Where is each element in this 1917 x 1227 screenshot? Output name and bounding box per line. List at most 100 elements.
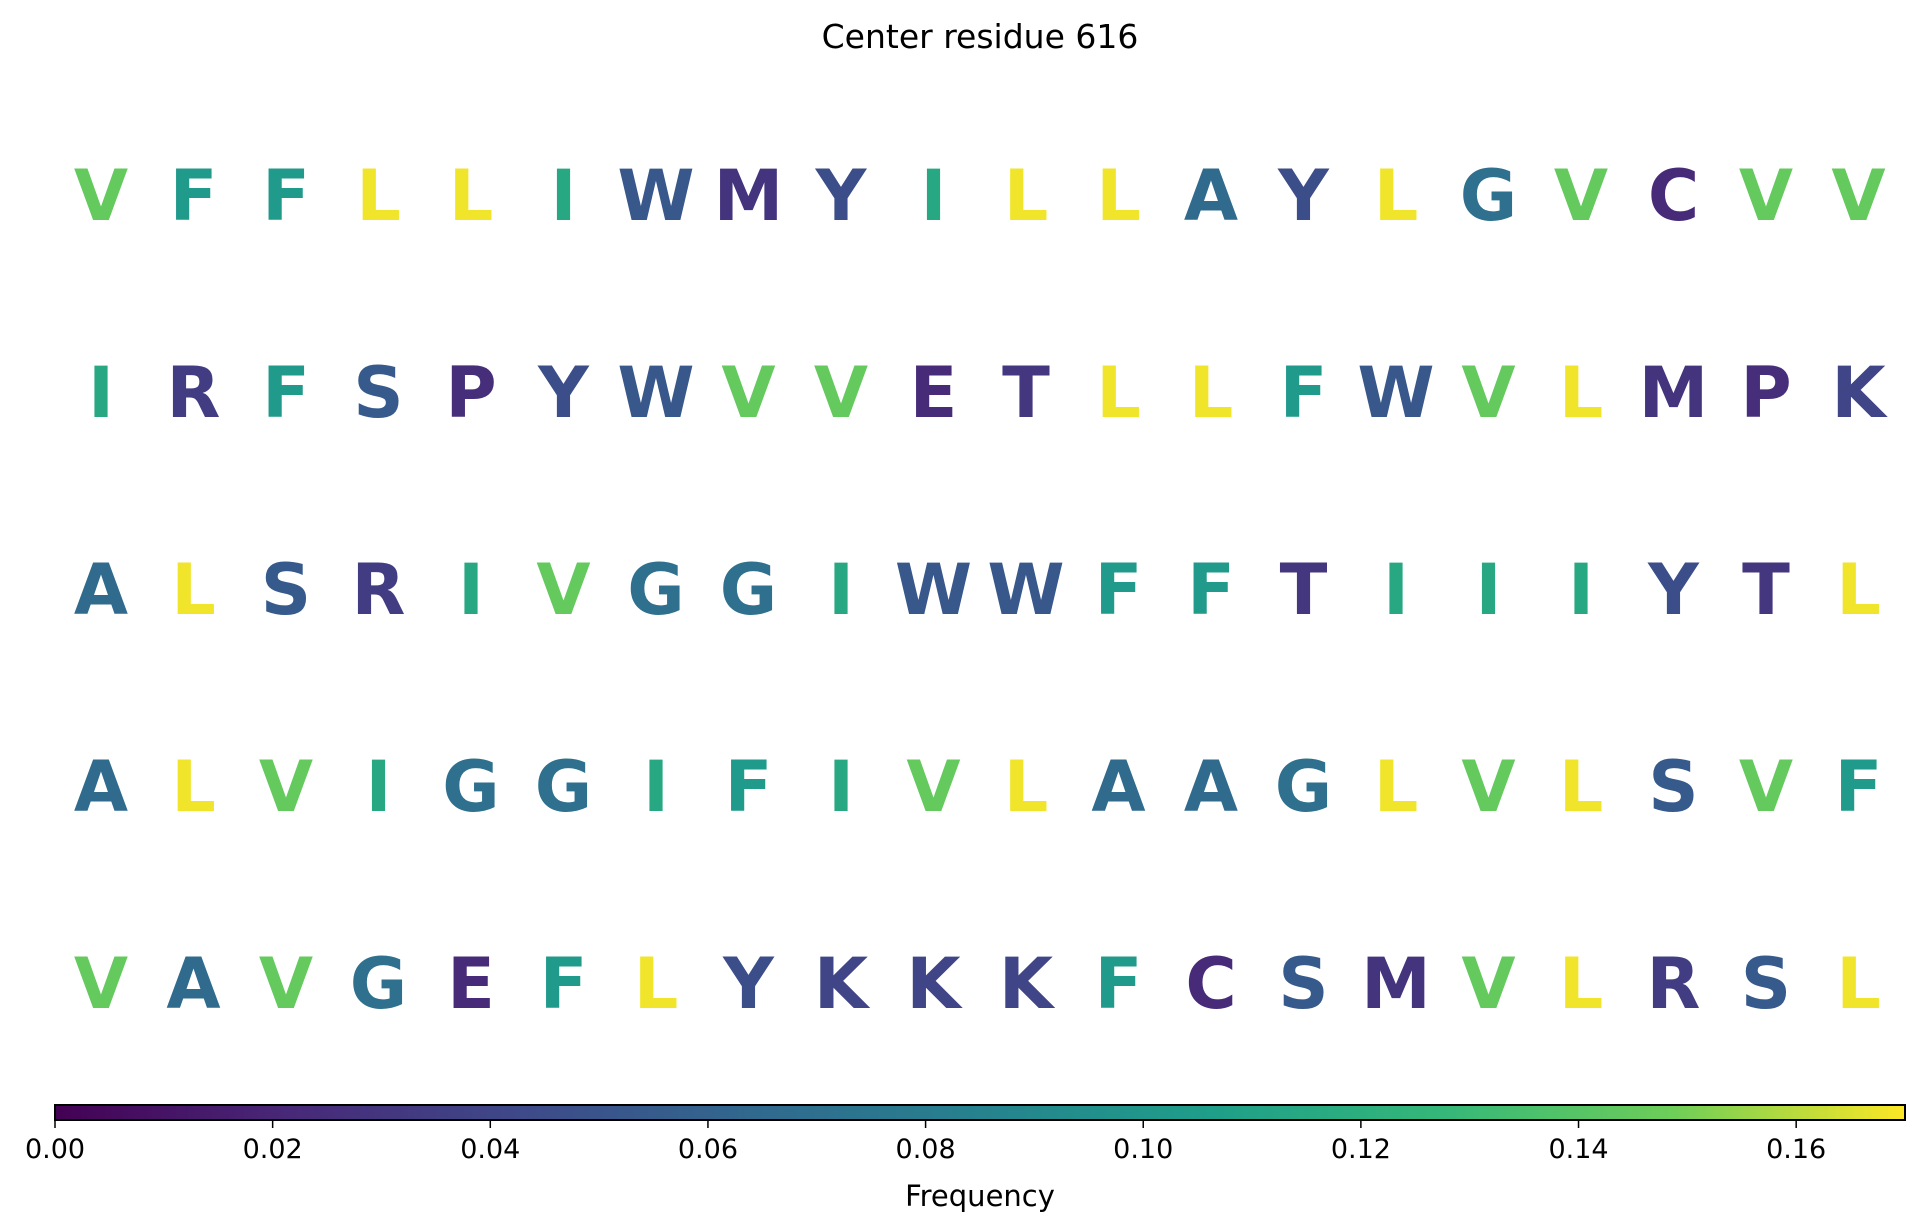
residue-letter: A: [1184, 746, 1238, 828]
residue-letter: L: [1004, 746, 1049, 828]
residue-letter: Y: [722, 943, 775, 1025]
residue-letter: K: [999, 943, 1056, 1025]
residue-letter: L: [1374, 155, 1419, 237]
residue-letter: I: [920, 155, 946, 237]
residue-letter: F: [725, 746, 773, 828]
residue-letter: E: [910, 352, 958, 434]
residue-letter: R: [167, 352, 221, 434]
residue-letter: V: [814, 352, 868, 434]
colorbar-tick-label: 0.10: [1113, 1134, 1173, 1165]
residue-letter: L: [1559, 352, 1604, 434]
residue-letter: S: [1648, 746, 1698, 828]
residue-letter: E: [447, 943, 495, 1025]
residue-letter: V: [536, 549, 590, 631]
residue-letter: V: [1739, 746, 1793, 828]
residue-letter: T: [1742, 549, 1790, 631]
residue-letter: Y: [1277, 155, 1330, 237]
residue-letter: F: [262, 155, 310, 237]
residue-letter: F: [1280, 352, 1328, 434]
residue-letter: V: [1461, 746, 1515, 828]
residue-letter: K: [906, 943, 963, 1025]
residue-letter: F: [540, 943, 588, 1025]
residue-letter: A: [1184, 155, 1238, 237]
residue-letter: I: [643, 746, 669, 828]
residue-letter: L: [1836, 943, 1881, 1025]
residue-letter: V: [74, 155, 128, 237]
residue-grid: V F F L L I W M Y I L L A Y L G V C V VI R F S P Y W V V E T L L F W V L M P K…: [74, 155, 1888, 1025]
residue-letter: L: [171, 549, 216, 631]
residue-letter: F: [170, 155, 218, 237]
residue-letter: G: [720, 549, 777, 631]
residue-letter: K: [814, 943, 871, 1025]
residue-letter: L: [1374, 746, 1419, 828]
residue-letter: S: [261, 549, 311, 631]
residue-letter: T: [1002, 352, 1050, 434]
residue-letter: V: [259, 943, 313, 1025]
residue-letter: L: [356, 155, 401, 237]
residue-letter: I: [1475, 549, 1501, 631]
residue-letter: F: [262, 352, 310, 434]
residue-letter: A: [74, 746, 128, 828]
residue-letter: V: [1461, 943, 1515, 1025]
residue-letter: A: [74, 549, 128, 631]
residue-letter: M: [1639, 352, 1709, 434]
residue-letter: A: [1091, 746, 1145, 828]
residue-letter: L: [1096, 155, 1141, 237]
residue-letter: V: [1739, 155, 1793, 237]
residue-letter: I: [1568, 549, 1594, 631]
residue-letter: L: [1096, 352, 1141, 434]
residue-letter: S: [353, 352, 403, 434]
residue-letter: W: [895, 549, 972, 631]
residue-letter: L: [171, 746, 216, 828]
residue-letter: G: [442, 746, 499, 828]
residue-letter: F: [1095, 943, 1143, 1025]
residue-letter: L: [449, 155, 494, 237]
colorbar-tick-label: 0.06: [678, 1134, 738, 1165]
residue-letter: V: [1554, 155, 1608, 237]
residue-letter: I: [828, 746, 854, 828]
colorbar-tick-label: 0.04: [460, 1134, 520, 1165]
colorbar-tick-label: 0.12: [1331, 1134, 1391, 1165]
residue-letter: W: [1357, 352, 1434, 434]
residue-letter: C: [1185, 943, 1236, 1025]
residue-letter: V: [259, 746, 313, 828]
residue-letter: F: [1187, 549, 1235, 631]
residue-letter: P: [1740, 352, 1791, 434]
residue-letter: F: [1835, 746, 1883, 828]
residue-letter: C: [1648, 155, 1699, 237]
residue-letter: T: [1280, 549, 1328, 631]
residue-letter: L: [1189, 352, 1234, 434]
residue-letter: W: [617, 155, 694, 237]
residue-letter: I: [458, 549, 484, 631]
residue-letter: R: [352, 549, 406, 631]
residue-letter: L: [634, 943, 679, 1025]
colorbar-tick-label: 0.14: [1548, 1134, 1608, 1165]
residue-letter: I: [365, 746, 391, 828]
colorbar-tick-label: 0.00: [25, 1134, 85, 1165]
residue-letter: G: [350, 943, 407, 1025]
residue-letter: R: [1647, 943, 1701, 1025]
residue-letter: F: [1095, 549, 1143, 631]
residue-letter: M: [714, 155, 784, 237]
residue-letter: G: [535, 746, 592, 828]
colorbar-tick-label: 0.08: [896, 1134, 956, 1165]
colorbar: [54, 1104, 1906, 1121]
colorbar-label: Frequency: [905, 1179, 1055, 1213]
residue-letter: L: [1559, 746, 1604, 828]
residue-letter: I: [88, 352, 114, 434]
residue-letter: I: [550, 155, 576, 237]
residue-letter: I: [828, 549, 854, 631]
residue-letter: G: [627, 549, 684, 631]
residue-letter: V: [906, 746, 960, 828]
residue-letter: S: [1278, 943, 1328, 1025]
residue-letter: V: [1831, 155, 1885, 237]
colorbar-tick-label: 0.02: [243, 1134, 303, 1165]
residue-letter: Y: [537, 352, 590, 434]
residue-letter: L: [1836, 549, 1881, 631]
residue-letter: Y: [1647, 549, 1700, 631]
residue-letter: L: [1559, 943, 1604, 1025]
residue-letter: W: [617, 352, 694, 434]
residue-letter: K: [1831, 352, 1888, 434]
residue-letter: S: [1741, 943, 1791, 1025]
